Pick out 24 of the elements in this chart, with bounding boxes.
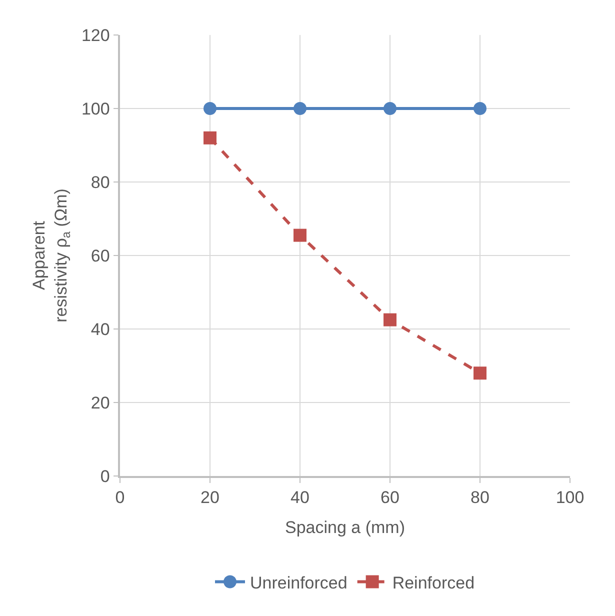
x-tick-label: 60: [380, 488, 400, 508]
point: [294, 102, 306, 115]
point: [474, 366, 486, 380]
legend-label: Unreinforced: [250, 573, 348, 592]
point: [474, 102, 486, 115]
x-tick-label: 80: [470, 488, 490, 508]
y-tick-label: 40: [90, 320, 110, 339]
x-tick-label: 20: [200, 488, 220, 508]
point: [294, 228, 306, 242]
point: [204, 102, 216, 115]
point: [204, 131, 216, 144]
legend-label: Reinforced: [392, 573, 475, 592]
point: [384, 102, 396, 115]
y-tick-label: 60: [90, 246, 110, 266]
y-tick-label: 20: [90, 393, 110, 412]
x-axis-title: Spacing a (mm): [285, 518, 405, 538]
y-tick-label: 80: [90, 172, 110, 192]
y-tick-label: 120: [81, 26, 110, 45]
point: [384, 313, 396, 326]
x-tick-label: 40: [290, 488, 310, 508]
y-tick-label: 0: [100, 466, 110, 486]
x-tick-label: 100: [556, 488, 584, 508]
x-tick-label: 0: [115, 488, 125, 508]
y-tick-label: 100: [81, 99, 110, 118]
